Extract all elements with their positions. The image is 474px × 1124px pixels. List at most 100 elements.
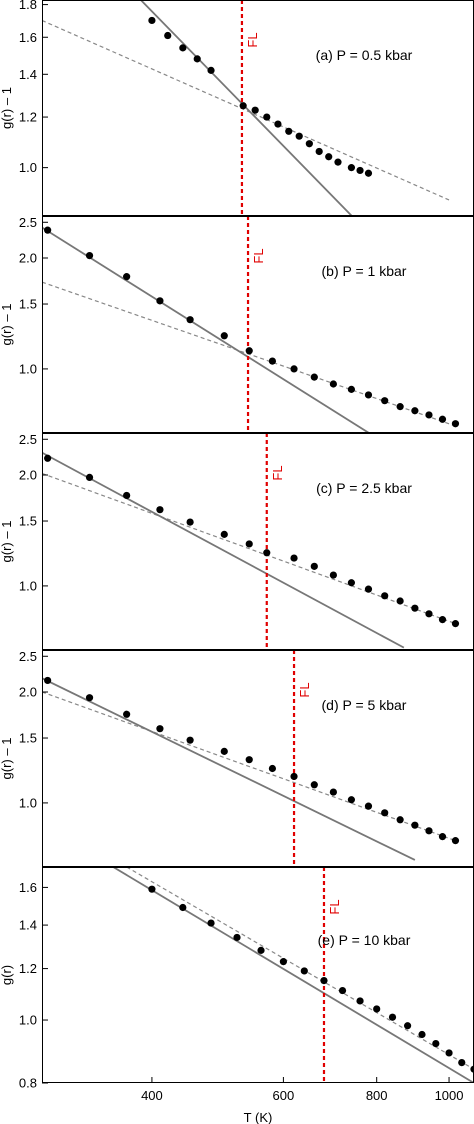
y-axis-label: g(r) – 1 — [0, 521, 14, 563]
data-point — [438, 616, 447, 624]
panel-annotation: (b) P = 1 kbar — [322, 263, 407, 279]
data-point — [381, 397, 389, 405]
data-point — [396, 597, 404, 605]
data-point — [451, 620, 460, 628]
data-point — [329, 788, 337, 796]
panel-frame — [42, 433, 474, 650]
data-point — [279, 958, 287, 966]
data-point — [290, 772, 298, 781]
data-point — [285, 127, 293, 135]
data-point — [207, 66, 215, 74]
data-point — [156, 725, 164, 733]
data-point — [44, 676, 52, 685]
y-axis-label: g(r) – 1 — [0, 304, 14, 346]
data-point — [320, 976, 328, 985]
data-point — [438, 415, 447, 423]
data-point — [425, 610, 433, 618]
data-point — [338, 986, 347, 995]
panel-annotation: (a) P = 0.5 kbar — [316, 47, 413, 63]
y-tick-label: 2.0 — [19, 250, 37, 265]
x-axis-label: T (K) — [244, 1110, 273, 1124]
data-point — [179, 44, 187, 52]
data-point — [325, 153, 333, 161]
y-tick-label: 1.5 — [19, 514, 37, 529]
data-point — [364, 585, 373, 593]
y-axis-label: g(r) – 1 — [0, 87, 14, 129]
y-tick-label: 2.5 — [19, 432, 37, 447]
y-tick-label: 1.2 — [19, 110, 37, 125]
data-point — [263, 549, 271, 557]
data-point — [438, 833, 447, 841]
solid-fit-line — [42, 677, 416, 861]
data-point — [251, 106, 259, 114]
panel-d: FL (d) P = 5 kbar 1.0 1.5 2.0 2.5 g(r) – 1 — [0, 649, 474, 867]
panel-annotation: (e) P = 10 kbar — [318, 932, 411, 948]
data-point — [123, 710, 131, 718]
data-point — [233, 933, 241, 942]
data-point — [425, 827, 433, 835]
solid-fit-line — [112, 867, 474, 1083]
fl-label: FL — [327, 899, 342, 914]
data-point — [451, 420, 460, 428]
data-point — [179, 903, 187, 912]
data-point — [123, 273, 131, 281]
data-point — [186, 316, 194, 324]
data-point — [411, 821, 419, 829]
panel-b: FL (b) P = 1 kbar 1.0 1.5 2.0 2.5 g(r) – 1 — [0, 215, 474, 433]
data-point — [156, 297, 164, 305]
data-point — [373, 1005, 381, 1013]
data-point — [425, 411, 433, 419]
data-point — [418, 1030, 426, 1039]
data-point — [85, 252, 94, 260]
panel-annotation: (d) P = 5 kbar — [322, 697, 407, 713]
data-point — [310, 373, 318, 381]
data-point — [300, 967, 308, 975]
data-point — [186, 518, 194, 526]
data-point — [329, 571, 337, 579]
data-point — [334, 158, 342, 166]
data-point — [388, 1013, 397, 1021]
data-point — [364, 802, 373, 810]
y-tick-label: 1.6 — [19, 30, 37, 45]
solid-fit-line — [42, 451, 405, 649]
x-tick-label: 800 — [366, 1088, 388, 1103]
fl-label: FL — [270, 465, 285, 480]
panel-series — [42, 0, 450, 216]
data-point — [403, 1022, 412, 1030]
data-point — [268, 357, 277, 365]
data-point — [123, 491, 131, 500]
data-point — [268, 764, 277, 773]
data-point — [220, 530, 228, 538]
data-point — [329, 380, 337, 388]
y-tick-label: 2.5 — [19, 215, 37, 230]
y-tick-label: 1.4 — [19, 67, 37, 82]
data-point — [263, 113, 271, 121]
data-point — [347, 164, 356, 172]
data-point — [396, 403, 404, 411]
y-tick-label: 0.8 — [19, 1076, 37, 1091]
data-point — [445, 1049, 453, 1057]
data-point — [310, 562, 318, 570]
data-point — [381, 592, 389, 600]
panel-frame — [42, 867, 474, 1083]
y-tick-label: 1.5 — [19, 297, 37, 312]
solid-fit-line — [42, 226, 371, 433]
data-point — [245, 540, 253, 548]
panel-annotation: (c) P = 2.5 kbar — [316, 480, 412, 496]
data-point — [239, 102, 247, 110]
data-point — [347, 796, 356, 804]
data-point — [220, 332, 228, 340]
dashed-fit-line — [42, 691, 456, 842]
panel-series — [42, 433, 460, 650]
data-point — [347, 579, 356, 587]
x-tick-label: 400 — [141, 1088, 163, 1103]
data-point — [44, 226, 52, 234]
y-tick-label: 1.0 — [19, 578, 37, 593]
y-axis-label: g(r) — [0, 965, 14, 985]
dashed-fit-line — [126, 867, 474, 1070]
panel-series — [112, 867, 474, 1083]
data-point — [257, 946, 265, 954]
data-point — [207, 919, 215, 927]
y-tick-label: 1.5 — [19, 731, 37, 746]
x-tick-label: 600 — [273, 1088, 295, 1103]
